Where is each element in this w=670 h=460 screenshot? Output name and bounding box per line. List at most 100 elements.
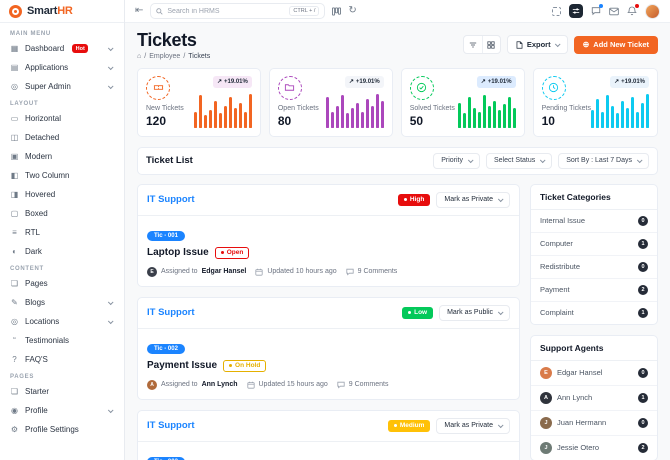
sidebar-item-horizontal[interactable]: ▭ Horizontal [10, 114, 62, 123]
visibility-dropdown[interactable]: Mark as Private [436, 417, 510, 434]
category-row[interactable]: Complaint 1 [531, 302, 657, 324]
stat-cards: ↗ +19.01% New Tickets 120 [137, 67, 658, 137]
user-avatar[interactable] [645, 3, 660, 19]
status-badge: On Hold [223, 359, 267, 372]
visibility-dropdown[interactable]: Mark as Private [436, 191, 510, 208]
brand-logo[interactable]: SmartHR [0, 0, 124, 23]
chat-button[interactable] [591, 4, 603, 16]
comment-icon [346, 268, 354, 276]
sidebar-item-modern[interactable]: ▣ Modern [10, 152, 53, 161]
sidebar: SmartHR MAIN MENU ▦ Dashboard Hot ▤ Appl… [0, 0, 125, 460]
agent-row[interactable]: E Edgar Hansel 0 [531, 361, 657, 386]
section-label-main-menu: MAIN MENU [10, 31, 51, 37]
filter-button[interactable] [464, 36, 482, 53]
sidebar-item-faqs[interactable]: ? FAQ'S [0, 350, 124, 369]
agent-row[interactable]: A Ann Lynch 1 [531, 386, 657, 411]
sidebar-item-rtl[interactable]: ≡ RTL [0, 223, 124, 242]
stat-card-solved-tickets: ↗ +19.01% Solved Tickets 50 [400, 67, 525, 137]
category-row[interactable]: Computer 1 [531, 233, 657, 256]
dark-layout-icon: ◐ [12, 247, 17, 256]
sidebar-item-applications[interactable]: ▤ Applications [0, 58, 124, 77]
sidebar-collapse-icon[interactable]: ⇤ [135, 5, 144, 16]
priority-filter-dropdown[interactable]: Priority [433, 152, 480, 169]
notifications-button[interactable] [627, 4, 639, 16]
stat-value: 50 [409, 113, 424, 128]
chevron-down-icon [467, 157, 474, 163]
settings-icon: ⚙ [10, 425, 19, 434]
sidebar-item-dashboard[interactable]: ▦ Dashboard Hot [0, 39, 124, 58]
trend-up-icon: ↗ [480, 79, 486, 86]
sidebar-item-dark[interactable]: ◐ Dark [0, 242, 124, 261]
topbar: ⇤ CTRL + / ↻ [125, 0, 670, 23]
page-content: Tickets ⌂ / Employee / Tickets [125, 23, 670, 460]
category-row[interactable]: Internal Issue 0 [531, 210, 657, 233]
assignee-avatar: A [147, 379, 157, 390]
super-admin-icon: ◎ [11, 82, 18, 91]
agent-row[interactable]: J Juan Hermann 0 [531, 411, 657, 436]
category-row[interactable]: Payment 2 [531, 279, 657, 302]
ticket-category-link[interactable]: IT Support [147, 194, 195, 206]
page-title: Tickets [137, 30, 197, 50]
agent-name: Juan Hermann [557, 418, 607, 428]
grid-icon [487, 40, 495, 49]
sort-by-dropdown[interactable]: Sort By : Last 7 Days [558, 152, 649, 169]
change-badge: ↗ +19.01% [212, 75, 252, 88]
sparkline-chart [325, 92, 384, 128]
sidebar-item-hovered[interactable]: ◨ Hovered [10, 190, 56, 199]
sidebar-item-boxed[interactable]: ▢ Boxed [10, 209, 48, 218]
assignee-name: Edgar Hansel [201, 268, 247, 276]
main-area: ⇤ CTRL + / ↻ [125, 0, 670, 460]
notification-dot [635, 4, 639, 8]
fullscreen-icon[interactable] [552, 6, 561, 16]
ticket-title[interactable]: Payment Issue [147, 360, 218, 372]
status-filter-dropdown[interactable]: Select Status [486, 152, 553, 169]
visibility-dropdown[interactable]: Mark as Public [439, 304, 510, 321]
sidebar-item-testimonials[interactable]: “Testimonials [0, 331, 124, 350]
ticket-category-link[interactable]: IT Support [147, 307, 195, 319]
calendar-icon [246, 381, 255, 389]
clock-icon [541, 75, 566, 100]
search-input[interactable] [167, 7, 286, 15]
filter-icon [469, 42, 477, 47]
comments-count[interactable]: 9 Comments [346, 268, 397, 276]
chevron-down-icon [107, 44, 114, 51]
category-row[interactable]: Redistribute 0 [531, 256, 657, 279]
stat-value: 120 [146, 113, 167, 128]
sidebar-item-profile[interactable]: ◉ Profile [0, 401, 124, 420]
sidebar-item-two-column[interactable]: ◧ Two Column [10, 171, 70, 180]
collapse-header-button[interactable] [481, 36, 500, 53]
kanban-icon[interactable] [332, 6, 342, 16]
horizontal-layout-icon: ▭ [10, 114, 19, 123]
updated-time: Updated 10 hours ago [255, 268, 337, 276]
comments-count[interactable]: 9 Comments [337, 381, 388, 389]
sidebar-item-detached[interactable]: ◫ Detached [10, 133, 60, 142]
sidebar-item-locations[interactable]: ◎ Locations [0, 312, 124, 331]
ticket-title[interactable]: Laptop Issue [147, 247, 209, 259]
dot-icon [408, 311, 412, 315]
sidebar-item-profile-settings[interactable]: ⚙ Profile Settings [10, 425, 79, 434]
plus-circle-icon: ⊕ [582, 39, 590, 49]
sidebar-item-pages[interactable]: ❏ Pages [10, 279, 48, 288]
tickets-column: IT Support High Mark as Private Tic - 00… [137, 183, 520, 460]
sidebar-item-starter[interactable]: ❏ Starter [10, 387, 50, 396]
bell-icon [627, 6, 637, 16]
sidebar-item-super-admin[interactable]: ◎ Super Admin [0, 77, 124, 96]
ticket-id-badge: Tic - 003 [147, 456, 185, 460]
export-button[interactable]: Export [506, 35, 568, 54]
mail-button[interactable] [609, 7, 619, 16]
history-icon[interactable]: ↻ [348, 5, 357, 16]
hovered-layout-icon: ◨ [10, 190, 19, 199]
agent-avatar: J [540, 441, 552, 454]
breadcrumb-employee[interactable]: Employee [149, 52, 181, 60]
support-agents-panel: Support Agents E Edgar Hansel 0 A Ann Ly… [530, 334, 658, 460]
chevron-down-icon [107, 298, 114, 305]
home-icon[interactable]: ⌂ [137, 52, 142, 60]
theme-settings-button[interactable] [569, 4, 583, 18]
calendar-icon [255, 268, 263, 276]
sidebar-item-blogs[interactable]: ✎ Blogs [0, 293, 124, 312]
ticket-category-link[interactable]: IT Support [147, 420, 195, 432]
agent-row[interactable]: J Jessie Otero 2 [531, 436, 657, 460]
breadcrumb: ⌂ / Employee / Tickets [137, 53, 210, 60]
global-search[interactable]: CTRL + / [150, 3, 326, 19]
add-new-ticket-button[interactable]: ⊕ Add New Ticket [573, 35, 658, 54]
